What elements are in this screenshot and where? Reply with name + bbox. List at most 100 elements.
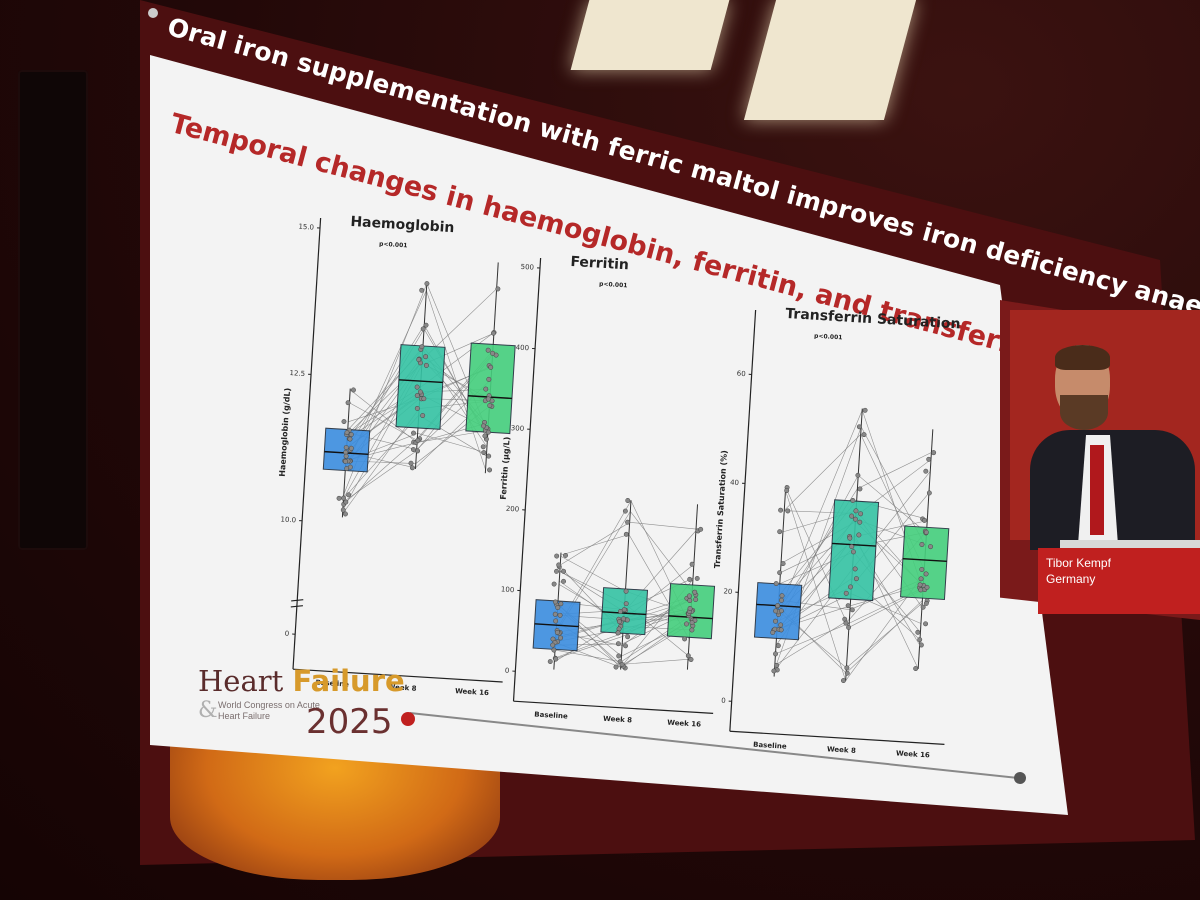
data-point [689, 627, 695, 633]
data-point [348, 432, 354, 437]
y-axis-label: Ferritin (µg/L) [499, 436, 512, 500]
data-point [928, 544, 933, 550]
data-point [491, 330, 496, 336]
timeline-end-dot [1014, 772, 1026, 784]
data-point [554, 568, 559, 574]
data-point [778, 507, 784, 513]
data-point [556, 562, 562, 568]
box-week-16 [900, 525, 950, 601]
data-point [773, 608, 779, 614]
data-point [341, 419, 347, 424]
data-point [698, 526, 704, 532]
data-point [623, 588, 629, 594]
data-point [852, 516, 858, 522]
loudspeaker [18, 70, 88, 550]
data-point [778, 627, 784, 633]
data-point [619, 662, 625, 667]
data-point [554, 629, 560, 635]
data-point [784, 488, 790, 493]
data-point [775, 643, 781, 649]
data-point [773, 618, 778, 624]
data-point [420, 326, 426, 332]
data-point [778, 622, 784, 628]
data-point [481, 450, 487, 456]
data-point [495, 286, 501, 292]
data-point [343, 499, 349, 505]
data-point [918, 587, 924, 593]
data-point [773, 581, 779, 586]
data-point [345, 400, 351, 406]
chart-title: Haemoglobin [350, 214, 455, 236]
speaker-name: Tibor Kempf [1046, 556, 1111, 570]
data-point [344, 430, 350, 435]
y-tick-label: 10.0 [280, 515, 296, 524]
axis-break-mark [291, 599, 304, 602]
axis-break-mark [290, 605, 303, 608]
data-point [486, 376, 492, 382]
x-axis-line [292, 668, 503, 683]
y-tick-label: 0 [505, 667, 510, 675]
data-point [853, 576, 859, 582]
data-point [846, 624, 852, 630]
data-point [613, 664, 619, 670]
data-point [850, 498, 856, 503]
data-point [343, 458, 348, 464]
data-point [841, 678, 846, 683]
x-tick-label: Week 8 [603, 715, 632, 725]
data-point [778, 608, 784, 614]
y-tick-label: 40 [730, 479, 739, 488]
data-point [687, 598, 693, 603]
data-point [848, 584, 853, 590]
logo-line1: Heart Failure [198, 664, 405, 698]
data-point [849, 544, 855, 550]
data-point [343, 511, 348, 517]
data-point [856, 424, 862, 430]
data-point [919, 542, 925, 547]
conference-logo: Heart Failure & World Congress on Acute … [198, 664, 405, 742]
box-median [902, 557, 947, 563]
data-point [692, 589, 698, 595]
data-point [552, 611, 558, 617]
logo-failure: Failure [292, 664, 405, 698]
y-axis-line [729, 309, 757, 732]
y-axis-line [292, 217, 322, 670]
data-point [852, 566, 858, 572]
y-axis-label: Transferrin Saturation (%) [713, 450, 729, 569]
data-point [623, 601, 629, 607]
data-point [847, 535, 853, 541]
y-axis-label: Haemoglobin (g/dL) [278, 388, 292, 477]
y-tick-label: 12.5 [289, 369, 305, 378]
data-point [615, 630, 621, 636]
data-point [785, 508, 791, 514]
data-point [558, 601, 564, 607]
x-tick-label: Baseline [753, 741, 787, 751]
x-tick-label: Baseline [315, 679, 349, 689]
data-point [346, 492, 352, 498]
data-point [855, 472, 861, 478]
y-axis-line [512, 257, 542, 702]
data-point [487, 403, 493, 408]
box-whisker [620, 500, 632, 670]
speaker-tie [1090, 445, 1104, 535]
data-point [415, 448, 421, 454]
data-point [414, 384, 420, 390]
data-point [423, 362, 429, 368]
speaker-beard [1060, 395, 1108, 430]
data-point [777, 570, 783, 576]
data-point [923, 529, 929, 535]
data-point [926, 456, 932, 462]
data-point [414, 405, 420, 411]
data-point [423, 354, 429, 360]
data-point [850, 549, 856, 555]
data-point [622, 508, 628, 514]
data-point [550, 642, 556, 648]
data-point [485, 429, 491, 435]
data-point [410, 447, 416, 452]
y-tick-label: 200 [506, 505, 520, 514]
data-point [921, 517, 927, 523]
bullet-icon [148, 8, 158, 18]
data-point [777, 529, 783, 535]
timeline-start-dot [401, 712, 415, 726]
